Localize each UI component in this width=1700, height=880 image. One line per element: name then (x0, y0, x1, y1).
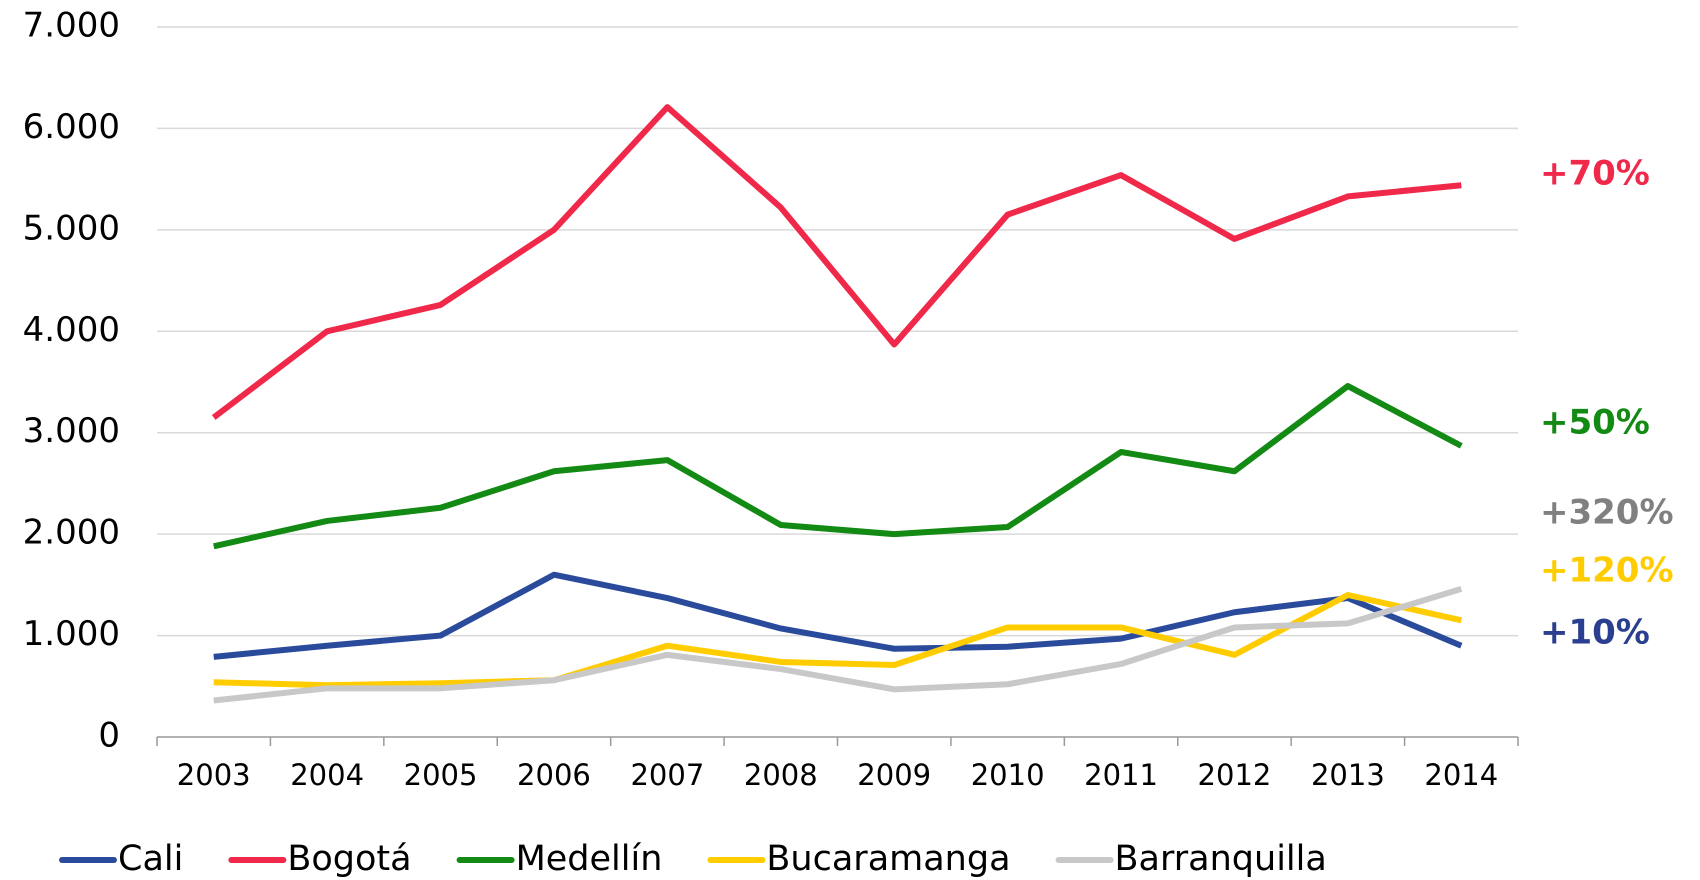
x-tick-label: 2011 (1084, 758, 1158, 792)
x-tick-label: 2005 (404, 758, 478, 792)
y-tick-label: 1.000 (23, 614, 120, 654)
annotation: +50% (1540, 403, 1650, 443)
x-tick-label: 2003 (177, 758, 251, 792)
x-tick-label: 2009 (857, 758, 931, 792)
x-tick-label: 2012 (1198, 758, 1272, 792)
x-tick-label: 2013 (1311, 758, 1385, 792)
y-tick-label: 3.000 (23, 411, 120, 451)
annotation: +320% (1540, 493, 1674, 533)
x-tick-label: 2006 (517, 758, 591, 792)
y-tick-label: 0 (98, 716, 120, 756)
y-tick-label: 6.000 (23, 107, 120, 147)
series-line (211, 104, 1462, 420)
annotation: +70% (1540, 154, 1650, 194)
series-line (213, 383, 1463, 550)
x-tick-label: 2007 (630, 758, 704, 792)
x-tick-label: 2014 (1424, 758, 1498, 792)
legend-label: Bucaramanga (766, 839, 1010, 879)
series-line (213, 592, 1462, 689)
y-tick-label: 7.000 (23, 6, 120, 46)
x-tick-label: 2008 (744, 758, 818, 792)
series-line (213, 586, 1463, 704)
legend-label: Cali (118, 839, 183, 879)
annotation: +10% (1540, 613, 1650, 653)
x-tick-label: 2010 (971, 758, 1045, 792)
legend-label: Barranquilla (1115, 839, 1327, 879)
x-tick-label: 2004 (290, 758, 364, 792)
legend-label: Medellín (516, 839, 663, 879)
series-line (213, 571, 1463, 660)
y-tick-label: 5.000 (23, 208, 120, 248)
y-tick-label: 4.000 (23, 310, 120, 350)
y-tick-label: 2.000 (23, 513, 120, 553)
annotation: +120% (1540, 551, 1674, 591)
legend-label: Bogotá (287, 839, 411, 879)
